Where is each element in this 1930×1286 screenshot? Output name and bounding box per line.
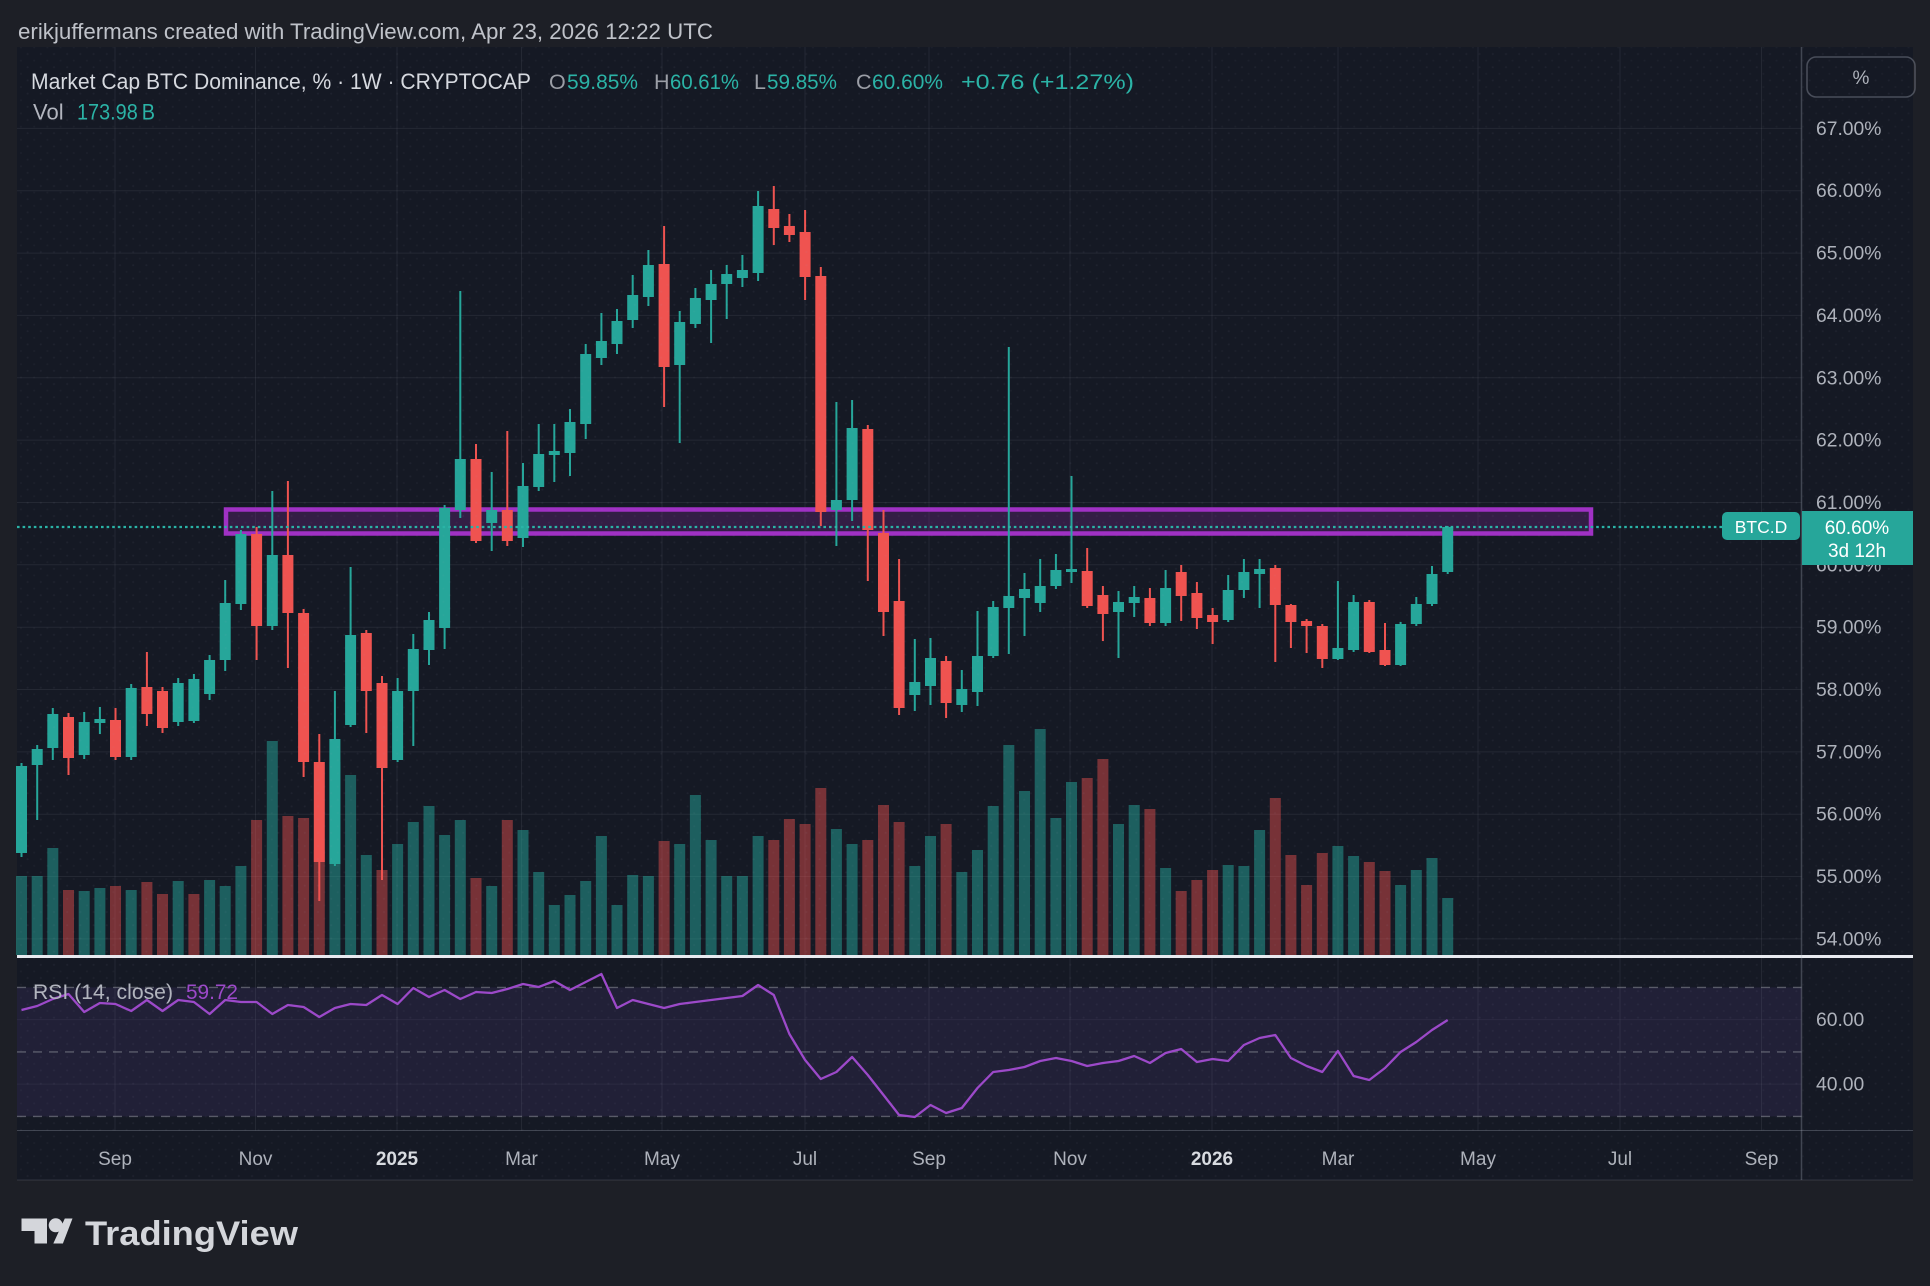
svg-text:55.00%: 55.00% bbox=[1816, 867, 1881, 888]
svg-text:60.00: 60.00 bbox=[1816, 1010, 1864, 1031]
svg-text:59.72: 59.72 bbox=[186, 980, 238, 1004]
svg-text:Sep: Sep bbox=[912, 1149, 946, 1170]
svg-text:Nov: Nov bbox=[1053, 1149, 1087, 1170]
svg-text:54.00%: 54.00% bbox=[1816, 929, 1881, 950]
svg-text:62.00%: 62.00% bbox=[1816, 431, 1881, 452]
svg-text:O: O bbox=[549, 70, 566, 94]
svg-text:65.00%: 65.00% bbox=[1816, 244, 1881, 265]
svg-text:59.85%: 59.85% bbox=[567, 70, 638, 94]
svg-text:RSI (14, close): RSI (14, close) bbox=[33, 980, 173, 1004]
svg-text:67.00%: 67.00% bbox=[1816, 119, 1881, 140]
svg-text:Sep: Sep bbox=[1745, 1149, 1779, 1170]
svg-text:May: May bbox=[1460, 1149, 1496, 1170]
svg-text:2025: 2025 bbox=[376, 1149, 419, 1170]
svg-text:Jul: Jul bbox=[1608, 1149, 1632, 1170]
svg-text:Nov: Nov bbox=[239, 1149, 273, 1170]
svg-text:TradingView: TradingView bbox=[85, 1215, 299, 1253]
svg-text:60.60%: 60.60% bbox=[1825, 518, 1890, 539]
svg-text:Mar: Mar bbox=[505, 1149, 538, 1170]
svg-text:57.00%: 57.00% bbox=[1816, 742, 1881, 763]
svg-text:Mar: Mar bbox=[1322, 1149, 1355, 1170]
svg-text:Jul: Jul bbox=[793, 1149, 817, 1170]
svg-text:BTC.D: BTC.D bbox=[1735, 517, 1788, 537]
svg-text:%: % bbox=[1853, 68, 1870, 89]
svg-text:59.85%: 59.85% bbox=[767, 70, 837, 94]
svg-text:63.00%: 63.00% bbox=[1816, 368, 1881, 389]
svg-text:H: H bbox=[654, 70, 670, 94]
svg-text:May: May bbox=[644, 1149, 680, 1170]
svg-text:56.00%: 56.00% bbox=[1816, 805, 1881, 826]
svg-text:Sep: Sep bbox=[98, 1149, 132, 1170]
svg-text:66.00%: 66.00% bbox=[1816, 181, 1881, 202]
svg-text:Market Cap BTC Dominance, % ·: Market Cap BTC Dominance, % · 1W · CRYPT… bbox=[31, 69, 531, 94]
svg-text:59.00%: 59.00% bbox=[1816, 618, 1881, 639]
svg-text:C: C bbox=[856, 70, 872, 94]
svg-text:erikjuffermans created with Tr: erikjuffermans created with TradingView.… bbox=[18, 19, 713, 44]
svg-text:60.60%: 60.60% bbox=[872, 70, 943, 94]
svg-text:60.61%: 60.61% bbox=[670, 70, 739, 94]
svg-text:3d 12h: 3d 12h bbox=[1828, 541, 1886, 562]
svg-text:40.00: 40.00 bbox=[1816, 1075, 1864, 1096]
svg-text:61.00%: 61.00% bbox=[1816, 493, 1881, 514]
svg-text:+0.76 (+1.27%): +0.76 (+1.27%) bbox=[961, 70, 1134, 94]
svg-text:Vol: Vol bbox=[33, 100, 64, 125]
svg-text:58.00%: 58.00% bbox=[1816, 680, 1881, 701]
svg-text:L: L bbox=[754, 70, 766, 94]
svg-text:64.00%: 64.00% bbox=[1816, 306, 1881, 327]
svg-text:173.98 B: 173.98 B bbox=[77, 100, 155, 125]
svg-text:2026: 2026 bbox=[1191, 1149, 1233, 1170]
